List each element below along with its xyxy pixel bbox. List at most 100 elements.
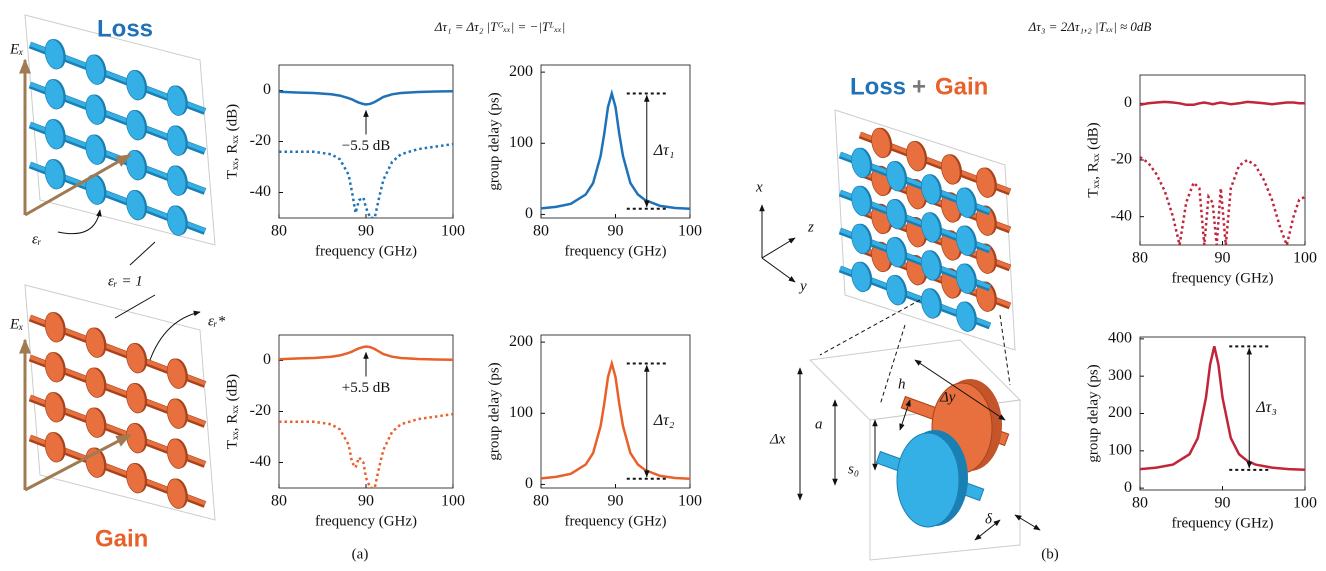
y-tick-label: 100 bbox=[509, 404, 533, 421]
y-tick-label: 200 bbox=[509, 63, 533, 80]
series-line bbox=[279, 345, 453, 361]
field-label: Eₓ bbox=[9, 316, 23, 332]
disc bbox=[906, 141, 926, 172]
y-tick-label: 0 bbox=[1124, 94, 1132, 111]
y-tick-label: 0 bbox=[525, 205, 533, 222]
y-axis-label: Tₓₓ, Rₓₓ (dB) bbox=[224, 374, 240, 449]
axis-name: z bbox=[807, 219, 814, 235]
disc bbox=[921, 174, 941, 205]
disc bbox=[941, 154, 961, 185]
x-tick-label: 90 bbox=[608, 223, 624, 240]
x-tick-label: 80 bbox=[533, 223, 549, 240]
zoom-line bbox=[879, 324, 906, 406]
field-arrow bbox=[24, 433, 132, 492]
y-tick-label: -40 bbox=[1111, 207, 1132, 224]
caption: (a) bbox=[352, 546, 369, 562]
x-tick-label: 100 bbox=[678, 223, 702, 240]
y-axis-label: group delay (ps) bbox=[1085, 364, 1101, 462]
coord-axis bbox=[761, 237, 796, 259]
disc bbox=[126, 383, 146, 414]
y-axis-label: group delay (ps) bbox=[486, 362, 502, 460]
x-tick-label: 80 bbox=[533, 493, 549, 510]
disc bbox=[166, 125, 187, 156]
disc bbox=[85, 407, 105, 438]
x-tick-label: 80 bbox=[1132, 250, 1148, 267]
disc bbox=[886, 275, 906, 306]
disc bbox=[44, 119, 65, 150]
y-tick-label: -40 bbox=[250, 453, 271, 470]
x-tick-label: 100 bbox=[441, 223, 465, 240]
gain-label: Gain bbox=[935, 73, 988, 100]
disc bbox=[85, 94, 105, 125]
x-tick-label: 80 bbox=[271, 223, 287, 240]
dim-label: s₀ bbox=[848, 461, 859, 477]
disc bbox=[921, 250, 941, 281]
dim-arrow bbox=[974, 519, 1001, 541]
series-line bbox=[279, 412, 453, 488]
disc bbox=[955, 263, 976, 294]
disc bbox=[166, 358, 187, 389]
dim-label: δ bbox=[985, 511, 993, 527]
series-line bbox=[1140, 156, 1305, 245]
axis-name: y bbox=[798, 278, 807, 294]
dim-arrow bbox=[899, 399, 911, 431]
disc bbox=[126, 343, 146, 374]
eps-label: εᵣ = 1 bbox=[108, 273, 143, 289]
y-tick-label: -20 bbox=[250, 132, 271, 149]
diagrams bbox=[19, 14, 1041, 561]
field-arrow bbox=[24, 153, 132, 217]
y-tick-label: 0 bbox=[263, 81, 271, 98]
annotation: Δτ₂ bbox=[653, 412, 675, 429]
x-tick-label: 100 bbox=[678, 493, 702, 510]
disc bbox=[871, 127, 891, 159]
disc bbox=[166, 438, 187, 469]
pointer bbox=[57, 209, 102, 235]
disc bbox=[166, 478, 187, 509]
x-tick-label: 90 bbox=[1215, 250, 1231, 267]
y-tick-label: 100 bbox=[1108, 441, 1132, 458]
disc bbox=[166, 165, 187, 196]
disc bbox=[44, 352, 65, 383]
y-tick-label: -20 bbox=[1111, 151, 1132, 168]
y-axis-label: group delay (ps) bbox=[486, 92, 502, 190]
eps-label: εᵣ bbox=[32, 231, 42, 247]
dim-label: h bbox=[898, 376, 906, 392]
y-tick-label: 0 bbox=[525, 475, 533, 492]
equation: Δτ₃ = 2Δτ₁,₂ |Tₓₓ| ≈ 0dB bbox=[1028, 19, 1152, 34]
disc bbox=[44, 312, 65, 343]
pointer bbox=[114, 294, 156, 319]
disc bbox=[955, 225, 976, 256]
loss-label: Loss bbox=[97, 15, 153, 42]
disc bbox=[851, 223, 871, 255]
x-axis-label: frequency (GHz) bbox=[315, 513, 417, 529]
x-tick-label: 90 bbox=[1215, 495, 1231, 512]
x-tick-label: 90 bbox=[608, 493, 624, 510]
pointer bbox=[129, 241, 156, 266]
annotation: +5.5 dB bbox=[342, 380, 390, 396]
y-tick-label: 200 bbox=[509, 333, 533, 350]
x-tick-label: 90 bbox=[358, 223, 374, 240]
series-line bbox=[279, 142, 453, 218]
x-axis-label: frequency (GHz) bbox=[315, 243, 417, 259]
disc bbox=[126, 463, 146, 494]
disc bbox=[921, 212, 941, 243]
dim-arrow bbox=[1014, 514, 1041, 531]
disc bbox=[896, 432, 960, 528]
zoom-line bbox=[999, 314, 1011, 386]
x-tick-label: 80 bbox=[271, 493, 287, 510]
disc bbox=[886, 237, 906, 268]
y-tick-label: -20 bbox=[250, 402, 271, 419]
disc bbox=[166, 205, 187, 236]
x-tick-label: 90 bbox=[358, 493, 374, 510]
disc bbox=[955, 187, 976, 218]
dim-label: Δx bbox=[769, 431, 786, 447]
y-axis-label: Tₓₓ, Rₓₓ (dB) bbox=[1085, 122, 1101, 197]
disc bbox=[44, 159, 65, 190]
disc bbox=[166, 85, 187, 116]
disc bbox=[886, 161, 906, 192]
disc bbox=[975, 167, 996, 198]
x-axis-label: frequency (GHz) bbox=[1171, 515, 1273, 531]
y-axis-label: Tₓₓ, Rₓₓ (dB) bbox=[224, 104, 240, 179]
y-tick-label: -40 bbox=[250, 183, 271, 200]
